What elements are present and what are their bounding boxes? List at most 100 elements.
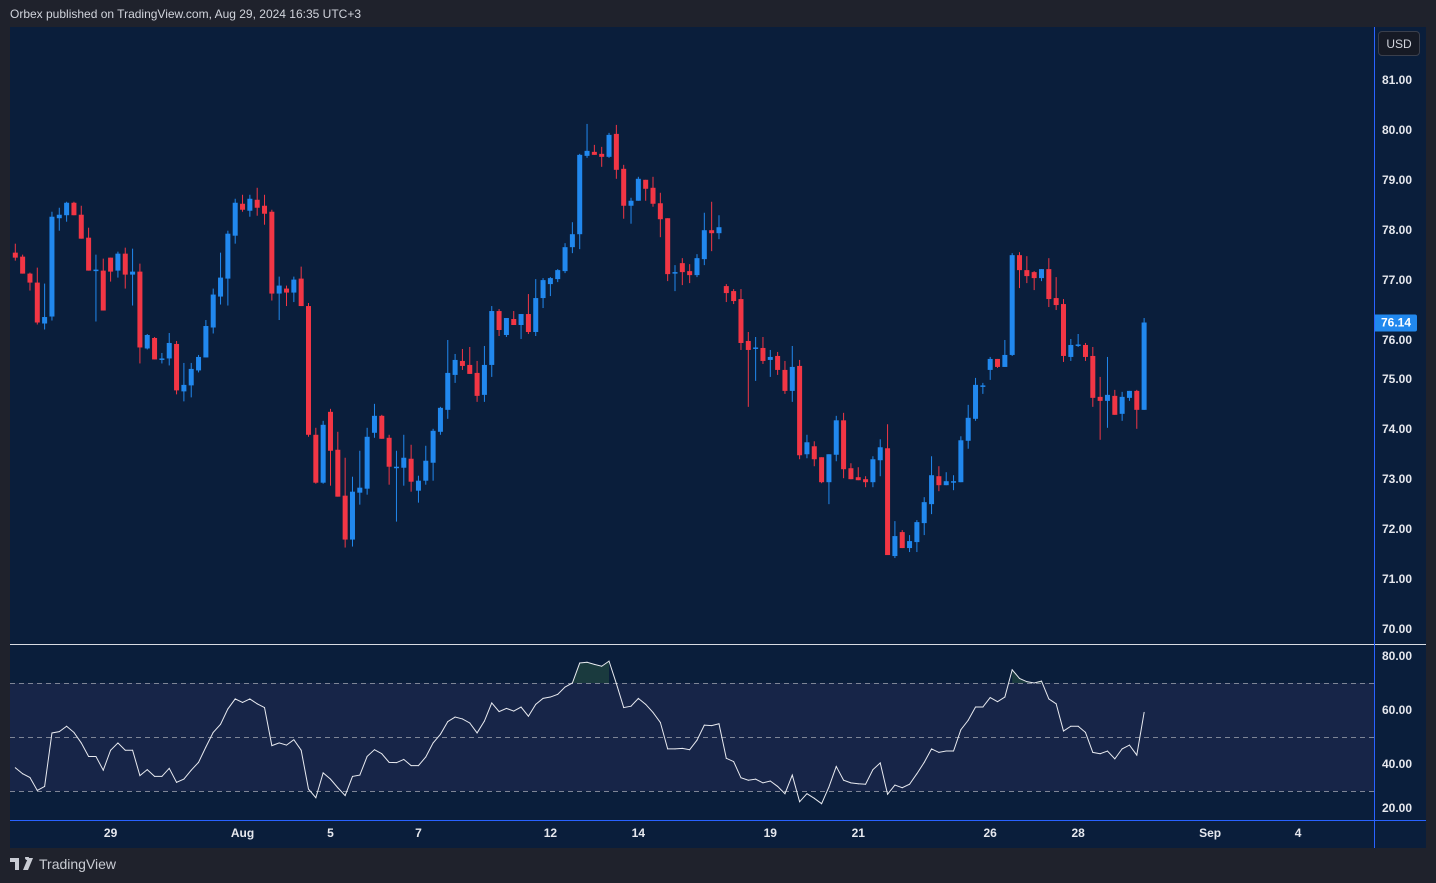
candle: [78, 205, 84, 239]
rsi-axis-label: 40.00: [1382, 757, 1413, 771]
time-axis-label: 19: [763, 826, 777, 840]
rsi-point: [527, 715, 529, 717]
candle: [958, 436, 964, 483]
tradingview-logo[interactable]: TradingView: [10, 856, 116, 872]
rsi-point: [395, 762, 397, 764]
rsi-point: [608, 660, 610, 662]
brand-name: TradingView: [39, 856, 117, 872]
candle-body: [562, 247, 568, 272]
candle-body: [423, 460, 429, 481]
rsi-pane: [10, 683, 1374, 792]
candle-body: [694, 258, 700, 276]
candle-body: [247, 198, 253, 211]
candle-body: [298, 278, 304, 307]
rsi-point: [242, 701, 244, 703]
candle-body: [848, 468, 854, 480]
candle: [481, 345, 487, 402]
candle-body: [467, 364, 473, 374]
candle-body: [775, 355, 781, 370]
rsi-point: [1055, 703, 1057, 705]
rsi-point: [967, 719, 969, 721]
candle-body: [232, 202, 238, 236]
candle-body: [914, 522, 920, 543]
candle: [225, 230, 231, 306]
candle: [863, 476, 869, 488]
candle: [877, 439, 883, 477]
candle: [723, 284, 729, 303]
candle-body: [533, 298, 539, 332]
rsi-point: [271, 745, 273, 747]
rsi-point: [923, 761, 925, 763]
candle: [284, 285, 290, 307]
candle-body: [408, 458, 414, 482]
candle: [775, 351, 781, 375]
rsi-point: [1048, 698, 1050, 700]
currency-button[interactable]: USD: [1378, 31, 1420, 56]
rsi-point: [740, 777, 742, 779]
candle: [1060, 299, 1066, 362]
candle: [826, 454, 832, 505]
candle-body: [628, 200, 634, 206]
candle: [628, 197, 634, 224]
rsi-point: [439, 733, 441, 735]
rsi-point: [652, 711, 654, 713]
candle: [870, 456, 876, 488]
rsi-point: [124, 749, 126, 751]
candle: [716, 215, 722, 240]
candle: [459, 348, 465, 370]
candle-body: [144, 334, 150, 349]
candle: [489, 306, 495, 377]
rsi-indicator: [14, 660, 1145, 805]
price-axis-label: 80.00: [1382, 122, 1413, 137]
rsi-point: [29, 777, 31, 778]
candle: [20, 254, 26, 274]
candle: [643, 179, 649, 201]
candle: [379, 414, 385, 439]
candle-body: [569, 234, 575, 248]
rsi-overbought-fill: [1012, 669, 1042, 683]
candle: [1112, 389, 1118, 415]
rsi-point: [667, 748, 669, 750]
candle: [650, 176, 656, 207]
rsi-point: [198, 761, 200, 763]
rsi-point: [777, 785, 779, 787]
candle: [848, 463, 854, 480]
candle: [767, 349, 773, 377]
candle: [86, 227, 92, 271]
candle-body: [262, 205, 268, 214]
candle-body: [965, 417, 971, 441]
rsi-point: [931, 748, 933, 750]
rsi-point: [571, 682, 573, 684]
rsi-point: [80, 742, 82, 744]
candle: [71, 201, 77, 216]
rsi-point: [938, 751, 940, 753]
candle-body: [1009, 255, 1015, 355]
rsi-point: [1099, 753, 1101, 755]
candle-body: [936, 476, 942, 486]
rsi-point: [1106, 750, 1108, 752]
rsi-point: [110, 749, 112, 751]
price-axis-label: 74.00: [1382, 422, 1413, 437]
candle-body: [804, 442, 810, 455]
rsi-point: [1128, 744, 1130, 746]
rsi-point: [183, 778, 185, 780]
rsi-point: [190, 769, 192, 771]
rsi-point: [139, 775, 141, 777]
candle-body: [907, 541, 913, 549]
candle-body: [27, 273, 33, 283]
candle: [100, 258, 106, 311]
candle: [93, 254, 99, 322]
candle-body: [973, 384, 979, 419]
candle-body: [181, 384, 187, 392]
rsi-point: [454, 716, 456, 718]
rsi-point: [66, 725, 68, 727]
candle-body: [196, 356, 202, 371]
candle: [789, 345, 795, 402]
candle: [797, 359, 803, 460]
rsi-point: [1026, 681, 1028, 683]
candle: [687, 264, 693, 284]
candle: [349, 476, 355, 547]
rsi-point: [1143, 711, 1145, 713]
candle: [980, 382, 986, 394]
